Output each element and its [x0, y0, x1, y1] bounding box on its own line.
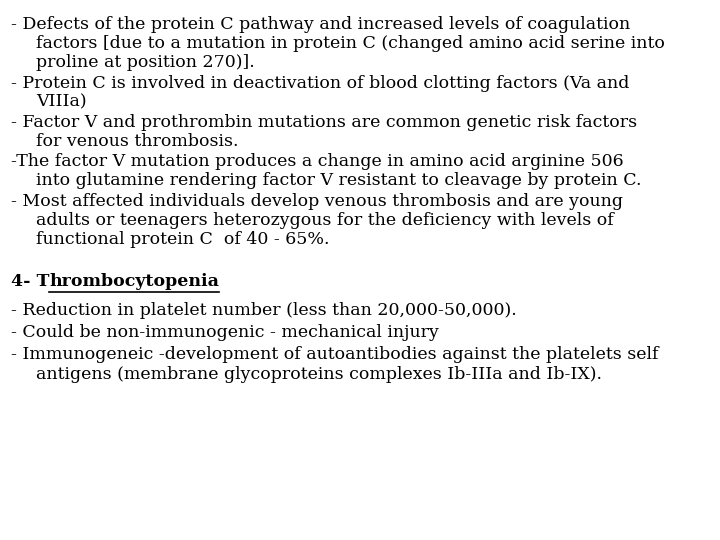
- Text: 4- T: 4- T: [11, 273, 49, 289]
- Text: - Could be non-immunogenic - mechanical injury: - Could be non-immunogenic - mechanical …: [11, 324, 438, 341]
- Text: - Immunogeneic -development of autoantibodies against the platelets self: - Immunogeneic -development of autoantib…: [11, 346, 658, 362]
- Text: VIIIa): VIIIa): [36, 93, 86, 110]
- Text: adults or teenagers heterozygous for the deficiency with levels of: adults or teenagers heterozygous for the…: [36, 212, 613, 228]
- Text: proline at position 270)].: proline at position 270)].: [36, 54, 255, 71]
- Text: - Defects of the protein C pathway and increased levels of coagulation: - Defects of the protein C pathway and i…: [11, 16, 630, 33]
- Text: -The factor V mutation produces a change in amino acid arginine 506: -The factor V mutation produces a change…: [11, 153, 624, 170]
- Text: - Reduction in platelet number (less than 20,000-50,000).: - Reduction in platelet number (less tha…: [11, 302, 516, 319]
- Text: hrombocytopenia: hrombocytopenia: [49, 273, 219, 289]
- Text: antigens (membrane glycoproteins complexes Ib-IIIa and Ib-IX).: antigens (membrane glycoproteins complex…: [36, 366, 602, 383]
- Text: functional protein C  of 40 - 65%.: functional protein C of 40 - 65%.: [36, 231, 330, 247]
- Text: factors [due to a mutation in protein C (changed amino acid serine into: factors [due to a mutation in protein C …: [36, 35, 665, 52]
- Text: - Most affected individuals develop venous thrombosis and are young: - Most affected individuals develop veno…: [11, 193, 623, 210]
- Text: - Protein C is involved in deactivation of blood clotting factors (Va and: - Protein C is involved in deactivation …: [11, 75, 629, 91]
- Text: into glutamine rendering factor V resistant to cleavage by protein C.: into glutamine rendering factor V resist…: [36, 172, 642, 189]
- Text: - Factor V and prothrombin mutations are common genetic risk factors: - Factor V and prothrombin mutations are…: [11, 114, 637, 131]
- Text: for venous thrombosis.: for venous thrombosis.: [36, 133, 238, 150]
